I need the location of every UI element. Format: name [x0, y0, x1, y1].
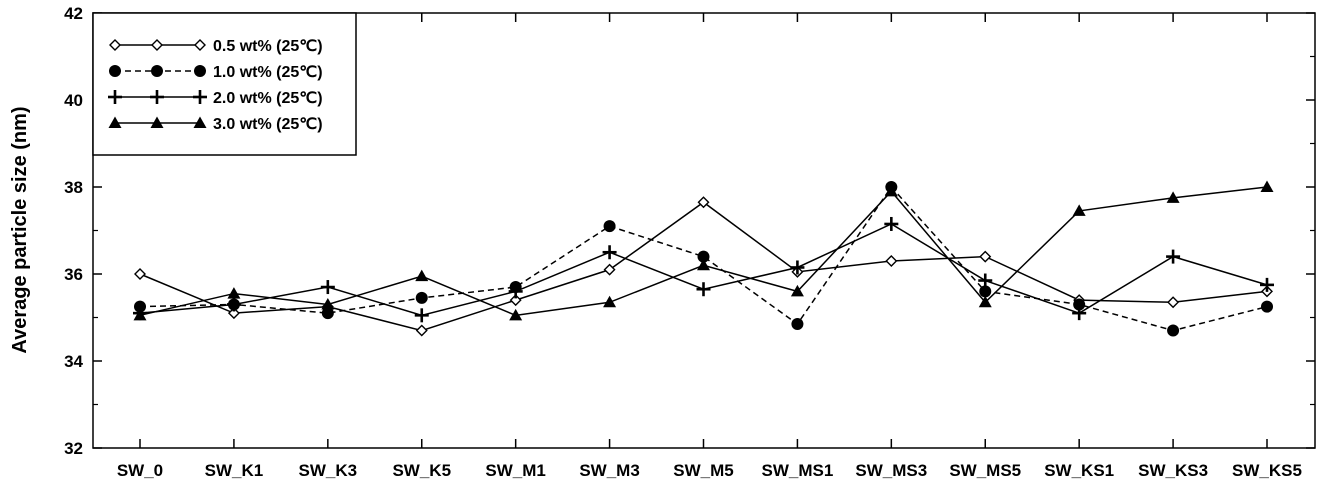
legend-label: 3.0 wt% (25℃) [213, 116, 323, 133]
data-point [1166, 191, 1180, 203]
x-tick-label: SW_M3 [579, 461, 639, 480]
data-point [790, 260, 805, 275]
x-axis: SW_0 SW_K1 SW_K3 SW_K5 SW_M1 SW_M3 SW_M5 SW_MS1… [117, 13, 1302, 480]
data-point [602, 245, 617, 260]
y-tick-label: 40 [64, 91, 83, 110]
legend-marker [108, 90, 122, 104]
data-point [978, 273, 993, 288]
data-point [226, 297, 241, 312]
data-point [884, 216, 899, 231]
data-point [1073, 298, 1086, 311]
data-point [696, 282, 711, 297]
x-tick-label: SW_K1 [205, 461, 264, 480]
data-point [1167, 324, 1180, 337]
data-point [697, 258, 710, 271]
data-point [508, 284, 523, 299]
y-tick-label: 42 [64, 4, 83, 23]
data-point [1072, 204, 1086, 216]
x-tick-label: SW_KS5 [1232, 461, 1302, 480]
legend: 0.5 wt% (25℃) 1.0 wt% (25℃) 2.0 wt% (25℃) 3… [92, 12, 357, 156]
data-point [978, 295, 992, 308]
series-3 [133, 180, 1274, 321]
y-tick-label: 32 [64, 439, 83, 458]
x-tick-label: SW_MS3 [855, 461, 927, 480]
legend-marker [193, 90, 207, 104]
legend-item-3: 3.0 wt% (25℃) [108, 116, 323, 133]
data-point [321, 307, 334, 320]
legend-marker [194, 65, 206, 77]
legend-marker [194, 39, 206, 51]
data-point [509, 308, 523, 321]
data-point [697, 250, 710, 263]
data-point [320, 280, 335, 295]
data-point [321, 297, 335, 310]
x-tick-label: SW_K3 [299, 461, 358, 480]
data-point [227, 287, 241, 299]
x-tick-label: SW_KS1 [1044, 461, 1114, 480]
legend-marker [108, 116, 122, 128]
legend-marker [193, 116, 207, 128]
data-point [509, 294, 522, 307]
y-axis: 32 34 36 38 40 42 [64, 4, 1315, 458]
data-point [603, 295, 617, 308]
data-point [415, 269, 429, 282]
data-point [791, 318, 804, 331]
data-point [884, 184, 898, 197]
x-tick-label: SW_MS1 [762, 461, 834, 480]
data-point [1166, 249, 1181, 264]
y-tick-label: 34 [64, 352, 83, 371]
legend-marker [150, 116, 164, 128]
legend-marker [109, 65, 121, 77]
legend-box [92, 12, 357, 156]
x-tick-label: SW_MS5 [949, 461, 1021, 480]
x-tick-label: SW_KS3 [1138, 461, 1208, 480]
legend-item-2: 2.0 wt% (25℃) [108, 90, 323, 107]
data-point [1260, 277, 1274, 292]
legend-label: 2.0 wt% (25℃) [213, 90, 323, 107]
data-point [415, 291, 428, 304]
data-point [1072, 306, 1087, 321]
data-point [133, 308, 147, 321]
data-point [790, 284, 804, 297]
series-layer [133, 180, 1274, 337]
data-point [697, 196, 710, 209]
legend-label: 1.0 wt% (25℃) [213, 64, 323, 81]
x-tick-label: SW_M5 [673, 461, 733, 480]
data-point [603, 220, 616, 233]
data-point [227, 307, 240, 320]
data-point [1261, 300, 1273, 313]
series-1 [134, 181, 1273, 337]
legend-marker [151, 65, 163, 77]
data-point [414, 308, 429, 323]
data-point [134, 268, 146, 280]
y-tick-label: 38 [64, 178, 83, 197]
x-tick-label: SW_K5 [392, 461, 451, 480]
data-point [1167, 296, 1180, 309]
data-point [979, 250, 992, 263]
data-point [415, 324, 428, 337]
data-point [979, 285, 992, 298]
legend-marker [151, 39, 163, 51]
x-tick-label: SW_M1 [485, 461, 545, 480]
series-2 [133, 216, 1274, 323]
data-point [885, 254, 898, 267]
legend-marker [150, 90, 164, 104]
data-point [1260, 180, 1274, 192]
data-point [603, 263, 616, 276]
legend-item-0: 0.5 wt% (25℃) [109, 38, 323, 55]
legend-item-1: 1.0 wt% (25℃) [109, 64, 323, 81]
legend-label: 0.5 wt% (25℃) [213, 38, 323, 55]
legend-marker [109, 39, 121, 51]
y-tick-label: 36 [64, 265, 83, 284]
y-axis-title: Average particle size (nm) [9, 106, 31, 353]
x-tick-label: SW_0 [117, 461, 163, 480]
